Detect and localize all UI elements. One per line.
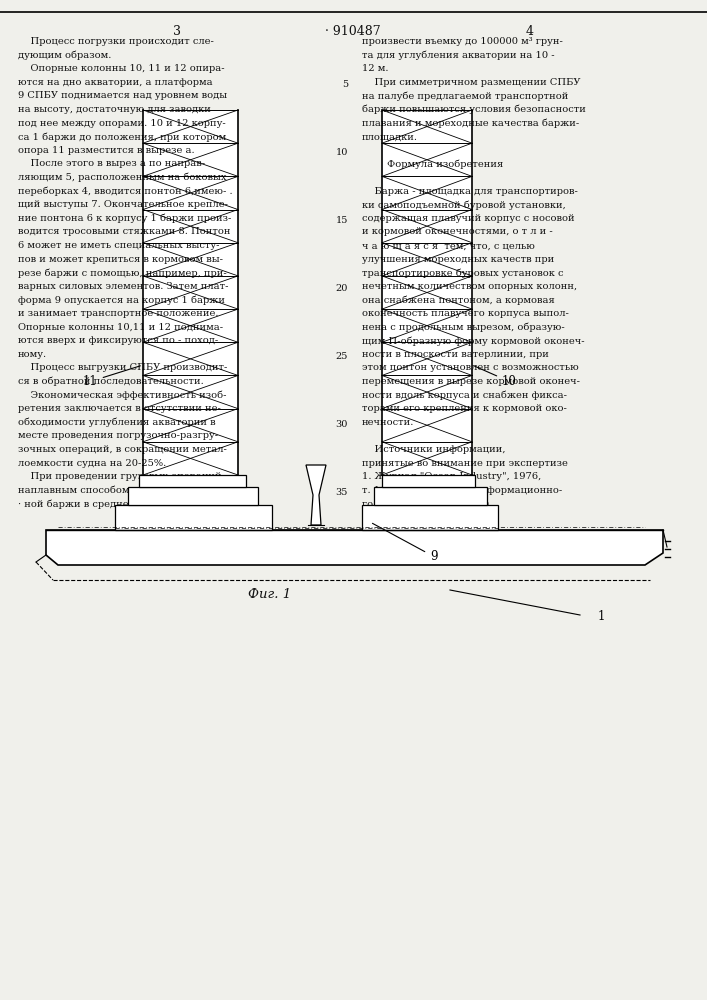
Text: ся в обратной последовательности.: ся в обратной последовательности. xyxy=(18,377,204,386)
Text: на высоту, достаточную для заводки: на высоту, достаточную для заводки xyxy=(18,105,211,114)
Text: баржи повышаются условия безопасности: баржи повышаются условия безопасности xyxy=(362,105,586,114)
Text: площадки.: площадки. xyxy=(362,132,418,141)
Text: 35: 35 xyxy=(336,488,348,497)
Text: ются на дно акватории, а платформа: ются на дно акватории, а платформа xyxy=(18,78,213,87)
Polygon shape xyxy=(115,505,272,530)
Text: ности в плоскости ватерлинии, при: ности в плоскости ватерлинии, при xyxy=(362,350,549,359)
Text: и занимает транспортное положение.: и занимает транспортное положение. xyxy=(18,309,218,318)
Text: нечетным количеством опорных колонн,: нечетным количеством опорных колонн, xyxy=(362,282,577,291)
Text: 12 м.: 12 м. xyxy=(362,64,389,73)
Polygon shape xyxy=(382,475,475,487)
Text: месте проведения погрузочно-разгру-: месте проведения погрузочно-разгру- xyxy=(18,431,218,440)
Text: этом понтон установлен с возможностью: этом понтон установлен с возможностью xyxy=(362,363,579,372)
Text: ретения заключается в отсутствии не-: ретения заключается в отсутствии не- xyxy=(18,404,221,413)
Text: она снабжена понтоном, а кормовая: она снабжена понтоном, а кормовая xyxy=(362,295,555,305)
Text: дующим образом.: дующим образом. xyxy=(18,51,112,60)
Text: 3: 3 xyxy=(173,25,181,38)
Text: обходимости углубления акватории в: обходимости углубления акватории в xyxy=(18,418,216,427)
Text: 10: 10 xyxy=(474,366,517,388)
Text: и кормовой оконечностями, о т л и -: и кормовой оконечностями, о т л и - xyxy=(362,227,553,236)
Text: 9 СПБУ поднимается над уровнем воды: 9 СПБУ поднимается над уровнем воды xyxy=(18,91,227,100)
Text: транспортировке буровых установок с: транспортировке буровых установок с xyxy=(362,268,563,278)
Text: произвести въемку до 100000 м³ грун-: произвести въемку до 100000 м³ грун- xyxy=(362,37,563,46)
Text: 10: 10 xyxy=(336,148,348,157)
Text: зочных операций, в сокращении метал-: зочных операций, в сокращении метал- xyxy=(18,445,227,454)
Text: т. 11, № 2, с. 150-154 информационно-: т. 11, № 2, с. 150-154 информационно- xyxy=(362,486,562,495)
Text: 25: 25 xyxy=(336,352,348,361)
Text: Процесс погрузки происходит сле-: Процесс погрузки происходит сле- xyxy=(18,37,214,46)
Text: При симметричном размещении СПБУ: При симметричном размещении СПБУ xyxy=(362,78,580,87)
Text: та для углубления акватории на 10 -: та для углубления акватории на 10 - xyxy=(362,51,554,60)
Text: Опорные колонны 10, 11 и 12 опира-: Опорные колонны 10, 11 и 12 опира- xyxy=(18,64,225,73)
Text: 9: 9 xyxy=(373,523,438,563)
Text: 15: 15 xyxy=(336,216,348,225)
Polygon shape xyxy=(128,487,258,505)
Polygon shape xyxy=(139,475,246,487)
Text: ч а ю щ а я с я  тем, что, с целью: ч а ю щ а я с я тем, что, с целью xyxy=(362,241,535,250)
Text: 5: 5 xyxy=(342,80,348,89)
Text: опора 11 разместится в вырезе a.: опора 11 разместится в вырезе a. xyxy=(18,146,194,155)
Text: го вкладыша (прототип).: го вкладыша (прототип). xyxy=(362,499,493,509)
Text: улучшения мореходных качеств при: улучшения мореходных качеств при xyxy=(362,255,554,264)
Text: наплавным способом с помощью погруж-: наплавным способом с помощью погруж- xyxy=(18,486,236,495)
Text: перемещения в вырезе кормовой оконеч-: перемещения в вырезе кормовой оконеч- xyxy=(362,377,580,386)
Polygon shape xyxy=(306,465,326,525)
Text: Формула изобретения: Формула изобретения xyxy=(362,159,503,169)
Text: под нее между опорами. 10 и 12 корпу-: под нее между опорами. 10 и 12 корпу- xyxy=(18,119,226,128)
Text: пов и может крепиться в кормовом вы-: пов и может крепиться в кормовом вы- xyxy=(18,255,223,264)
Text: 11: 11 xyxy=(83,366,141,388)
Text: переборках 4, вводится понтон 6,имею- .: переборках 4, вводится понтон 6,имею- . xyxy=(18,187,233,196)
Text: Опорные колонны 10,11 и 12 поднима-: Опорные колонны 10,11 и 12 поднима- xyxy=(18,323,223,332)
Text: щим П-образную форму кормовой оконеч-: щим П-образную форму кормовой оконеч- xyxy=(362,336,585,346)
Text: резе баржи с помощью, например, при-: резе баржи с помощью, например, при- xyxy=(18,268,227,278)
Text: лоемкости судна на 20-25%.: лоемкости судна на 20-25%. xyxy=(18,459,166,468)
Text: Источники информации,: Источники информации, xyxy=(362,445,506,454)
Polygon shape xyxy=(374,487,487,505)
Text: ности вдоль корпуса и снабжен фикса-: ности вдоль корпуса и снабжен фикса- xyxy=(362,391,567,400)
Text: нена с продольным вырезом, образую-: нена с продольным вырезом, образую- xyxy=(362,323,565,332)
Text: ляющим 5, расположенным на боковых: ляющим 5, расположенным на боковых xyxy=(18,173,226,182)
Text: 20: 20 xyxy=(336,284,348,293)
Text: Фиг. 1: Фиг. 1 xyxy=(248,588,291,601)
Text: 1: 1 xyxy=(598,610,605,623)
Text: ки самоподъемной буровой установки,: ки самоподъемной буровой установки, xyxy=(362,200,566,210)
Text: ние понтона 6 к корпусу 1 баржи произ-: ние понтона 6 к корпусу 1 баржи произ- xyxy=(18,214,231,223)
Polygon shape xyxy=(382,110,472,475)
Text: Баржа - площадка для транспортиров-: Баржа - площадка для транспортиров- xyxy=(362,187,578,196)
Text: 1. Журнал "Ocean Industry", 1976,: 1. Журнал "Ocean Industry", 1976, xyxy=(362,472,542,481)
Text: варных силовых элементов. Затем плат-: варных силовых элементов. Затем плат- xyxy=(18,282,228,291)
Text: При проведении грузовых операций: При проведении грузовых операций xyxy=(18,472,221,481)
Text: 6 может не иметь специальных высту-: 6 может не иметь специальных высту- xyxy=(18,241,219,250)
Text: ному.: ному. xyxy=(18,350,47,359)
Text: содержащая плавучий корпус с носовой: содержащая плавучий корпус с носовой xyxy=(362,214,575,223)
Polygon shape xyxy=(46,530,663,565)
Text: ются вверх и фиксируются по - поход-: ются вверх и фиксируются по - поход- xyxy=(18,336,218,345)
Text: форма 9 опускается на корпус 1 баржи: форма 9 опускается на корпус 1 баржи xyxy=(18,295,225,305)
Text: Экономическая эффективность изоб-: Экономическая эффективность изоб- xyxy=(18,391,226,400)
Text: После этого в вырез а по направ-: После этого в вырез а по направ- xyxy=(18,159,205,168)
Text: водится тросовыми стяжками 8. Понтон: водится тросовыми стяжками 8. Понтон xyxy=(18,227,230,236)
Text: · ной баржи в среднем потребовалось бы: · ной баржи в среднем потребовалось бы xyxy=(18,499,233,509)
Text: плавания и мореходные качества баржи-: плавания и мореходные качества баржи- xyxy=(362,119,579,128)
Text: 30: 30 xyxy=(336,420,348,429)
Text: 4: 4 xyxy=(526,25,534,38)
Text: принятые во внимание при экспертизе: принятые во внимание при экспертизе xyxy=(362,459,568,468)
Text: · 910487: · 910487 xyxy=(325,25,381,38)
Text: са 1 баржи до положения, при котором: са 1 баржи до положения, при котором xyxy=(18,132,226,142)
Text: оконечность плавучего корпуса выпол-: оконечность плавучего корпуса выпол- xyxy=(362,309,569,318)
Text: на палубе предлагаемой транспортной: на палубе предлагаемой транспортной xyxy=(362,91,568,101)
Polygon shape xyxy=(362,505,498,530)
Text: щий выступы 7. Окончательное крепле-: щий выступы 7. Окончательное крепле- xyxy=(18,200,228,209)
Text: нечности.: нечности. xyxy=(362,418,414,427)
Text: торами его крепления к кормовой око-: торами его крепления к кормовой око- xyxy=(362,404,567,413)
Polygon shape xyxy=(143,110,238,475)
Text: Процесс выгрузки СПБУ производит-: Процесс выгрузки СПБУ производит- xyxy=(18,363,228,372)
